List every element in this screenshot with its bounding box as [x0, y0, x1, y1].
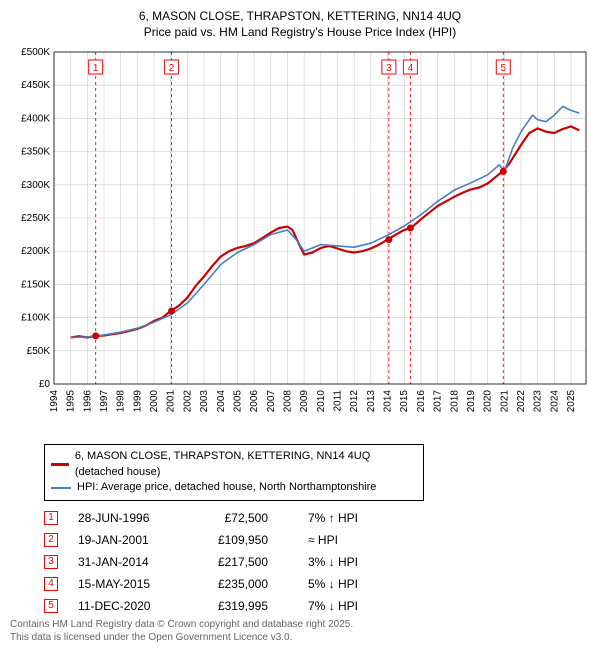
svg-text:2004: 2004	[216, 390, 227, 413]
tx-delta: ≈ HPI	[308, 533, 398, 547]
svg-text:2016: 2016	[416, 390, 427, 413]
svg-text:2011: 2011	[333, 390, 344, 412]
svg-text:£350K: £350K	[21, 147, 50, 158]
svg-text:1994: 1994	[49, 390, 60, 413]
tx-marker-icon: 1	[44, 511, 58, 525]
svg-text:£0: £0	[39, 379, 51, 390]
svg-text:1: 1	[93, 63, 99, 74]
svg-text:2012: 2012	[349, 390, 360, 413]
svg-text:£450K: £450K	[21, 81, 50, 92]
transaction-row: 1 28-JUN-1996£72,5007% ↑ HPI	[44, 507, 590, 529]
svg-text:2020: 2020	[483, 390, 494, 413]
svg-text:1999: 1999	[132, 390, 143, 413]
svg-text:1998: 1998	[116, 390, 127, 413]
tx-price: £235,000	[198, 577, 308, 591]
legend-label-1: 6, MASON CLOSE, THRAPSTON, KETTERING, NN…	[75, 449, 417, 480]
tx-price: £319,995	[198, 599, 308, 613]
transaction-row: 4 15-MAY-2015£235,0005% ↓ HPI	[44, 573, 590, 595]
svg-text:2017: 2017	[433, 390, 444, 413]
svg-text:£500K: £500K	[21, 47, 50, 58]
tx-delta: 7% ↓ HPI	[308, 599, 398, 613]
transactions-table: 128-JUN-1996£72,5007% ↑ HPI219-JAN-2001£…	[44, 507, 590, 617]
svg-text:2022: 2022	[516, 390, 527, 413]
svg-text:2018: 2018	[449, 390, 460, 413]
legend-swatch-2	[51, 487, 71, 489]
svg-text:2005: 2005	[232, 390, 243, 413]
svg-text:2015: 2015	[399, 390, 410, 413]
tx-date: 15-MAY-2015	[78, 577, 198, 591]
svg-text:2000: 2000	[149, 390, 160, 413]
svg-text:1997: 1997	[99, 390, 110, 413]
svg-text:2025: 2025	[566, 390, 577, 413]
tx-price: £72,500	[198, 511, 308, 525]
svg-text:£100K: £100K	[21, 313, 50, 324]
svg-text:2019: 2019	[466, 390, 477, 413]
tx-delta: 7% ↑ HPI	[308, 511, 398, 525]
svg-text:2024: 2024	[549, 390, 560, 413]
tx-marker-icon: 3	[44, 555, 58, 569]
svg-text:2009: 2009	[299, 390, 310, 413]
tx-marker-icon: 5	[44, 599, 58, 613]
svg-text:5: 5	[501, 63, 507, 74]
svg-text:1995: 1995	[66, 390, 77, 413]
svg-text:£150K: £150K	[21, 280, 50, 291]
svg-text:£200K: £200K	[21, 247, 50, 258]
tx-delta: 3% ↓ HPI	[308, 555, 398, 569]
svg-text:2002: 2002	[182, 390, 193, 413]
svg-text:3: 3	[386, 63, 392, 74]
tx-date: 31-JAN-2014	[78, 555, 198, 569]
svg-text:2013: 2013	[366, 390, 377, 413]
svg-text:2021: 2021	[499, 390, 510, 413]
svg-text:2006: 2006	[249, 390, 260, 413]
tx-price: £109,950	[198, 533, 308, 547]
chart-title-line1: 6, MASON CLOSE, THRAPSTON, KETTERING, NN…	[10, 8, 590, 24]
svg-text:2001: 2001	[166, 390, 177, 413]
svg-text:£250K: £250K	[21, 213, 50, 224]
tx-delta: 5% ↓ HPI	[308, 577, 398, 591]
svg-text:2007: 2007	[266, 390, 277, 413]
svg-text:2: 2	[169, 63, 175, 74]
tx-marker-icon: 4	[44, 577, 58, 591]
footer-line2: This data is licensed under the Open Gov…	[10, 631, 353, 644]
svg-text:1996: 1996	[82, 390, 93, 413]
tx-price: £217,500	[198, 555, 308, 569]
svg-text:£300K: £300K	[21, 180, 50, 191]
svg-text:2003: 2003	[199, 390, 210, 413]
svg-text:2023: 2023	[533, 390, 544, 413]
legend: 6, MASON CLOSE, THRAPSTON, KETTERING, NN…	[44, 444, 424, 500]
svg-text:£50K: £50K	[27, 346, 51, 357]
attribution-footer: Contains HM Land Registry data © Crown c…	[10, 618, 353, 644]
chart-title-line2: Price paid vs. HM Land Registry's House …	[10, 24, 590, 40]
svg-text:4: 4	[408, 63, 414, 74]
tx-marker-icon: 2	[44, 533, 58, 547]
legend-label-2: HPI: Average price, detached house, Nort…	[77, 480, 376, 495]
svg-text:2010: 2010	[316, 390, 327, 413]
tx-date: 11-DEC-2020	[78, 599, 198, 613]
footer-line1: Contains HM Land Registry data © Crown c…	[10, 618, 353, 631]
price-chart: £0 £50K £100K £150K £200K £250K £300K £350K £400…	[10, 46, 590, 436]
tx-date: 28-JUN-1996	[78, 511, 198, 525]
transaction-row: 3 31-JAN-2014£217,5003% ↓ HPI	[44, 551, 590, 573]
legend-swatch-1	[51, 463, 69, 466]
transaction-row: 2 19-JAN-2001£109,950≈ HPI	[44, 529, 590, 551]
svg-text:2014: 2014	[383, 390, 394, 413]
svg-text:2008: 2008	[282, 390, 293, 413]
svg-text:£400K: £400K	[21, 114, 50, 125]
tx-date: 19-JAN-2001	[78, 533, 198, 547]
transaction-row: 5 11-DEC-2020£319,9957% ↓ HPI	[44, 595, 590, 617]
